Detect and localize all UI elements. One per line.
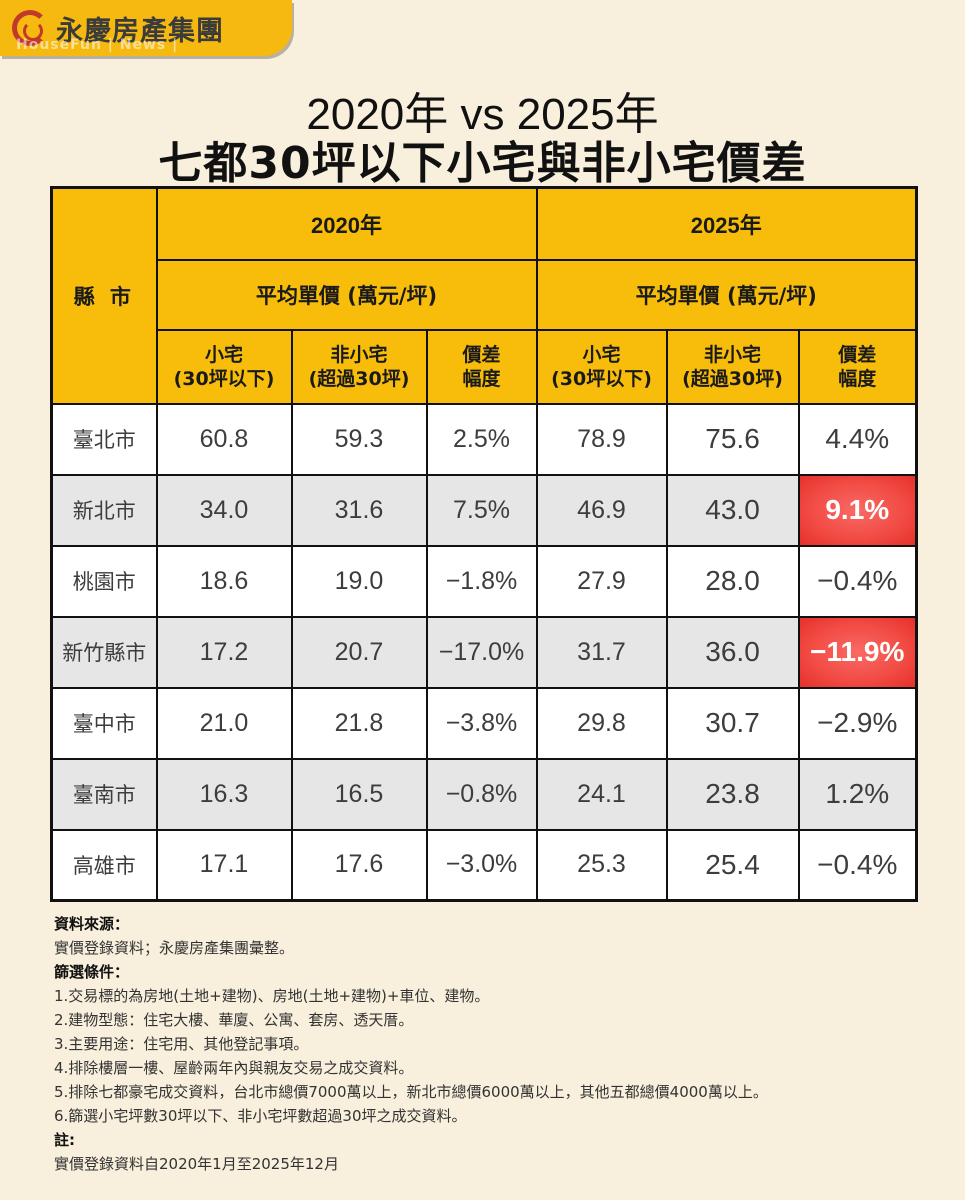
small-2020-cell: 21.0 [155,686,293,760]
sub-header-line-1: 小宅 [582,343,621,366]
filter-item: 4.排除樓層一樓、屋齡兩年內與親友交易之成交資料。 [54,1059,414,1077]
nonsmall-2020-cell: 20.7 [290,615,428,689]
nonsmall-2020-cell: 17.6 [290,828,428,902]
small-2025-cell: 46.9 [535,473,668,547]
table-row: 桃園市 18.6 19.0 −1.8% 27.9 28.0 −0.4% [50,544,918,618]
nonsmall-2020-cell: 16.5 [290,757,428,831]
gap-2020-cell: −3.0% [425,828,538,902]
sub-header-line-2: (超過30坪) [308,367,410,390]
table-row: 臺南市 16.3 16.5 −0.8% 24.1 23.8 1.2% [50,757,918,831]
table-row: 新竹縣市 17.2 20.7 −17.0% 31.7 36.0 −11.9% [50,615,918,689]
nonsmall-2025-cell: 28.0 [665,544,800,618]
small-2020-cell: 34.0 [155,473,293,547]
sub-header: 小宅 (30坪以下) [535,328,668,405]
sub-header-line-1: 價差 [838,343,877,366]
gap-2020-cell: 2.5% [425,402,538,476]
nonsmall-2025-cell: 36.0 [665,615,800,689]
sub-header-line-2: 幅度 [838,367,877,390]
price-comparison-table: 縣 市 2020年 2025年 平均單價 (萬元/坪) 平均單價 (萬元/坪) … [50,186,919,902]
note-text: 實價登錄資料自2020年1月至2025年12月 [54,1155,339,1173]
small-2020-cell: 18.6 [155,544,293,618]
note-label: 註: [54,1131,75,1149]
filter-label: 篩選條件： [54,963,130,981]
filter-item: 6.篩選小宅坪數30坪以下、非小宅坪數超過30坪之成交資料。 [54,1107,467,1125]
gap-2025-cell: −2.9% [797,686,918,760]
city-cell: 臺南市 [50,757,158,831]
small-2020-cell: 16.3 [155,757,293,831]
table-row: 高雄市 17.1 17.6 −3.0% 25.3 25.4 −0.4% [50,828,918,902]
brand-subtitle: HouseFun | News | [16,37,179,53]
sub-header: 小宅 (30坪以下) [155,328,293,405]
sub-header-line-1: 價差 [462,343,501,366]
brand-name: 永慶房產集團 [56,15,224,47]
small-2025-cell: 31.7 [535,615,668,689]
small-2020-cell: 17.1 [155,828,293,902]
nonsmall-2025-cell: 23.8 [665,757,800,831]
sub-header-line-1: 非小宅 [704,343,762,366]
sub-header: 價差 幅度 [797,328,918,405]
small-2025-cell: 78.9 [535,402,668,476]
city-cell: 新竹縣市 [50,615,158,689]
unit-header-2020: 平均單價 (萬元/坪) [155,258,538,331]
nonsmall-2025-cell: 25.4 [665,828,800,902]
small-2020-cell: 17.2 [155,615,293,689]
small-2025-cell: 25.3 [535,828,668,902]
nonsmall-2025-cell: 43.0 [665,473,800,547]
sub-header-line-2: 幅度 [462,367,501,390]
gap-2025-cell-highlighted: 9.1% [797,473,918,547]
nonsmall-2020-cell: 59.3 [290,402,428,476]
title-line-2: 七都30坪以下小宅與非小宅價差 [158,138,807,189]
nonsmall-2025-cell: 75.6 [665,402,800,476]
filter-item: 1.交易標的為房地(土地+建物)、房地(土地+建物)+車位、建物。 [54,987,490,1005]
small-2020-cell: 60.8 [155,402,293,476]
small-2025-cell: 24.1 [535,757,668,831]
city-cell: 桃園市 [50,544,158,618]
brand-header: 永慶房產集團 HouseFun | News | [0,0,292,56]
source-text: 實價登錄資料；永慶房產集團彙整。 [54,939,295,957]
sub-header: 非小宅 (超過30坪) [665,328,800,405]
sub-header-line-2: (30坪以下) [173,367,275,390]
year-2025-header: 2025年 [535,186,918,261]
city-column-header: 縣 市 [50,186,158,405]
title-line-1: 2020年 vs 2025年 [306,90,659,139]
sub-header: 非小宅 (超過30坪) [290,328,428,405]
gap-2020-cell: −17.0% [425,615,538,689]
sub-header-line-1: 小宅 [204,343,243,366]
unit-header-2025: 平均單價 (萬元/坪) [535,258,918,331]
small-2025-cell: 29.8 [535,686,668,760]
nonsmall-2020-cell: 31.6 [290,473,428,547]
sub-header: 價差 幅度 [425,328,538,405]
small-2025-cell: 27.9 [535,544,668,618]
gap-2025-cell: −0.4% [797,544,918,618]
filter-item: 2.建物型態：住宅大樓、華廈、公寓、套房、透天厝。 [54,1011,414,1029]
city-cell: 高雄市 [50,828,158,902]
table-row: 臺中市 21.0 21.8 −3.8% 29.8 30.7 −2.9% [50,686,918,760]
gap-2025-cell: 4.4% [797,402,918,476]
year-2020-header: 2020年 [155,186,538,261]
gap-2020-cell: −1.8% [425,544,538,618]
filter-item: 3.主要用途：住宅用、其他登記事項。 [54,1035,309,1053]
gap-2020-cell: 7.5% [425,473,538,547]
table-row: 新北市 34.0 31.6 7.5% 46.9 43.0 9.1% [50,473,918,547]
notes-section: 資料來源： 實價登錄資料；永慶房產集團彙整。 篩選條件： 1.交易標的為房地(土… [54,912,934,1176]
sub-header-line-2: (超過30坪) [682,367,783,390]
gap-2020-cell: −3.8% [425,686,538,760]
filter-item: 5.排除七都豪宅成交資料，台北市總價7000萬以上，新北市總價6000萬以上，其… [54,1083,768,1101]
sub-header-line-1: 非小宅 [330,343,388,366]
gap-2025-cell: 1.2% [797,757,918,831]
city-cell: 臺中市 [50,686,158,760]
gap-2025-cell-highlighted: −11.9% [797,615,918,689]
nonsmall-2025-cell: 30.7 [665,686,800,760]
gap-2025-cell: −0.4% [797,828,918,902]
city-cell: 臺北市 [50,402,158,476]
source-label: 資料來源： [54,915,130,933]
nonsmall-2020-cell: 19.0 [290,544,428,618]
sub-header-line-2: (30坪以下) [551,367,652,390]
nonsmall-2020-cell: 21.8 [290,686,428,760]
swirl-logo-icon [12,10,48,46]
gap-2020-cell: −0.8% [425,757,538,831]
city-cell: 新北市 [50,473,158,547]
table-row: 臺北市 60.8 59.3 2.5% 78.9 75.6 4.4% [50,402,918,476]
